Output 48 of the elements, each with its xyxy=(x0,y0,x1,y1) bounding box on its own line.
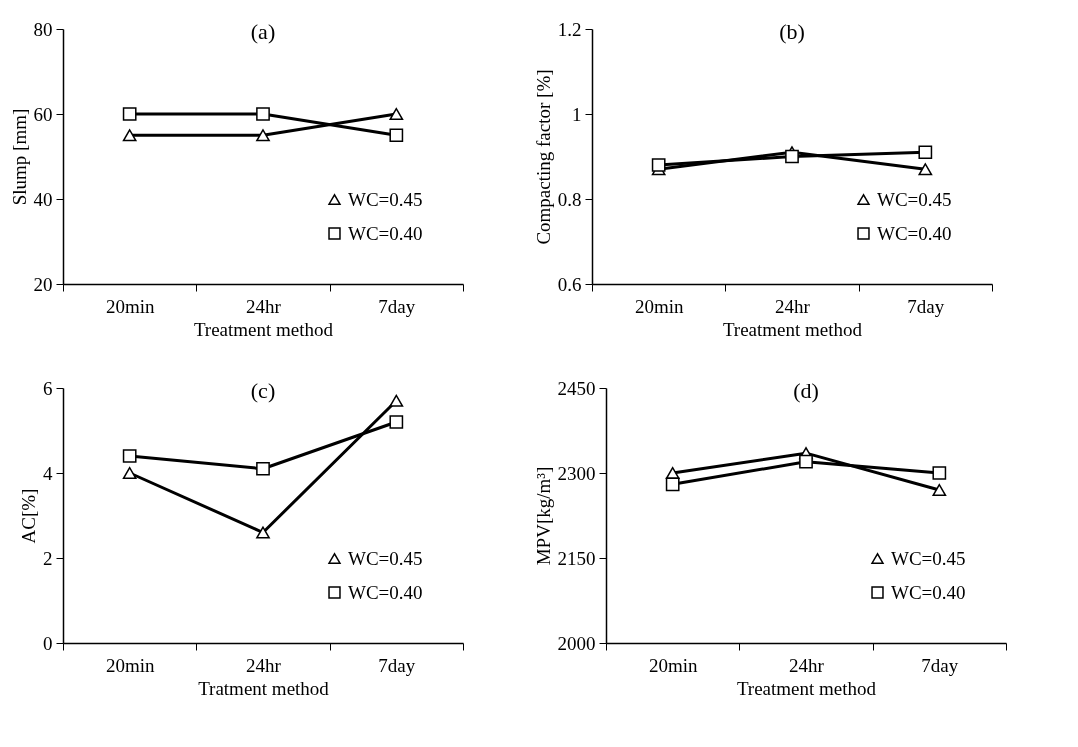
x-tick-label: 20min xyxy=(648,654,698,676)
legend-label: WC=0.40 xyxy=(348,222,423,244)
x-tick-label: 24hr xyxy=(789,654,825,676)
y-tick-label: 0.8 xyxy=(557,188,582,210)
chart-title: (a) xyxy=(250,19,276,44)
chart-title: (d) xyxy=(793,378,819,403)
x-axis-title: Treatment method xyxy=(722,318,863,340)
legend-label: WC=0.45 xyxy=(348,188,423,210)
x-tick-label: 20min xyxy=(105,654,155,676)
y-tick-label: 40 xyxy=(33,188,53,210)
y-axis-title: Compacting factor [%] xyxy=(532,69,554,245)
y-tick-label: 2 xyxy=(43,547,53,569)
x-tick-label: 7day xyxy=(907,295,945,317)
y-axis-title: Slump [mm] xyxy=(8,108,30,206)
x-tick-label: 24hr xyxy=(246,654,282,676)
legend-label: WC=0.45 xyxy=(891,547,966,569)
legend-label: WC=0.40 xyxy=(348,581,423,603)
x-tick-label: 7day xyxy=(921,654,959,676)
y-tick-label: 20 xyxy=(33,273,53,295)
y-tick-label: 0 xyxy=(43,632,53,654)
x-tick-label: 7day xyxy=(378,654,416,676)
x-axis-title: Treatment method xyxy=(193,318,334,340)
y-tick-label: 1.2 xyxy=(557,18,582,40)
x-tick-label: 20min xyxy=(105,295,155,317)
y-tick-label: 2150 xyxy=(557,547,596,569)
legend-label: WC=0.40 xyxy=(891,581,966,603)
x-axis-title: Treatment method xyxy=(736,677,877,699)
legend-label: WC=0.45 xyxy=(348,547,423,569)
y-tick-label: 6 xyxy=(43,377,53,399)
legend-label: WC=0.45 xyxy=(877,188,952,210)
chart-title: (c) xyxy=(250,378,276,403)
y-tick-label: 1 xyxy=(572,103,582,125)
legend-label: WC=0.40 xyxy=(877,222,952,244)
x-tick-label: 24hr xyxy=(775,295,811,317)
y-tick-label: 80 xyxy=(33,18,53,40)
chart-title: (b) xyxy=(779,19,805,44)
y-tick-label: 2000 xyxy=(557,632,596,654)
y-axis-title: AC[%] xyxy=(18,488,39,544)
y-axis-title: MPV[kg/m³] xyxy=(532,466,554,566)
y-tick-label: 0.6 xyxy=(557,273,582,295)
y-tick-label: 60 xyxy=(33,103,53,125)
y-tick-label: 2300 xyxy=(557,462,596,484)
y-tick-label: 4 xyxy=(43,462,53,484)
y-tick-label: 2450 xyxy=(557,377,596,399)
x-tick-label: 7day xyxy=(378,295,416,317)
x-axis-title: Tratment method xyxy=(198,677,330,699)
x-tick-label: 24hr xyxy=(246,295,282,317)
x-tick-label: 20min xyxy=(634,295,684,317)
